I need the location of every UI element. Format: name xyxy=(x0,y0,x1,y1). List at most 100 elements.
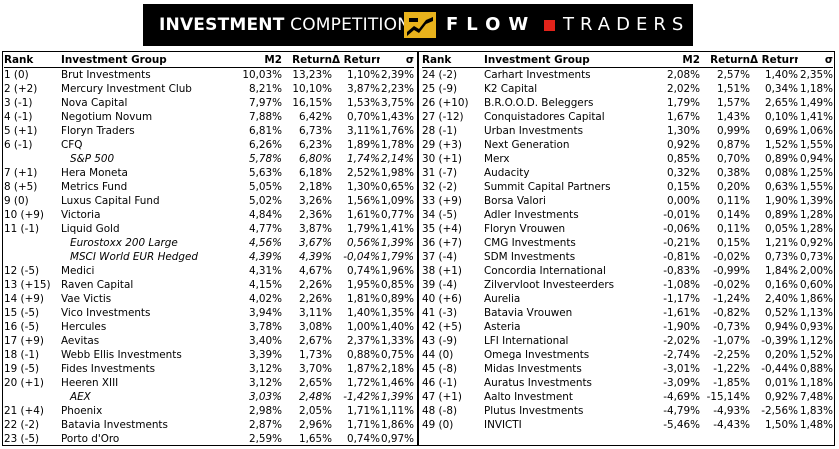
cell-group: Omega Investments xyxy=(484,349,590,361)
cell-group: Floryn Vrouwen xyxy=(484,223,566,235)
cell-m2: 0,32% xyxy=(666,167,700,179)
cell-return: 1,57% xyxy=(716,97,750,109)
cell-sigma: 0,65% xyxy=(380,181,414,193)
table-row: 35 (+4) Floryn Vrouwen -0,06% 0,11% 0,05% 1,2… xyxy=(422,222,833,236)
cell-group: Liquid Gold xyxy=(61,223,120,235)
cell-group: INVICTI xyxy=(484,419,522,431)
table-row: 32 (-2) Summit Capital Partners 0,15% 0,20%… xyxy=(422,180,833,194)
cell-delta-return: 0,74% xyxy=(346,433,380,445)
cell-m2: 2,98% xyxy=(248,405,282,417)
cell-rank: 24 (-2) xyxy=(422,69,457,81)
table-row: 6 (-1) CFQ 6,26% 6,23% 1,89% 1,78% xyxy=(4,138,414,152)
cell-group: CMG Investments xyxy=(484,237,576,249)
cell-group: Mercury Investment Club xyxy=(61,83,192,95)
cell-sigma: 1,13% xyxy=(799,307,833,319)
cell-delta-return: 2,37% xyxy=(346,335,380,347)
cell-m2: 4,77% xyxy=(248,223,282,235)
cell-m2: 2,87% xyxy=(248,419,282,431)
cell-m2: 2,08% xyxy=(666,69,700,81)
cell-m2: -0,81% xyxy=(663,251,700,263)
table-row: 47 (+1) Aalto Investment -4,69% -15,14% 0,92… xyxy=(422,390,833,404)
cell-group: CFQ xyxy=(61,139,83,151)
cell-delta-return: 1,56% xyxy=(346,195,380,207)
cell-delta-return: 0,69% xyxy=(764,125,798,137)
cell-group: S&P 500 xyxy=(70,153,115,165)
cell-m2: -0,01% xyxy=(663,209,700,221)
col-header-m2: M2 xyxy=(226,53,282,68)
cell-delta-return: 1,87% xyxy=(346,363,380,375)
cell-rank: 49 (0) xyxy=(422,419,454,431)
cell-return: 0,15% xyxy=(716,237,750,249)
table-row: 18 (-1) Webb Ellis Investments 3,39% 1,73% 0… xyxy=(4,348,414,362)
cell-sigma: 1,86% xyxy=(799,293,833,305)
cell-delta-return: -0,39% xyxy=(761,335,798,347)
cell-sigma: 1,49% xyxy=(799,97,833,109)
cell-delta-return: 0,20% xyxy=(764,349,798,361)
cell-group: Raven Capital xyxy=(61,279,134,291)
cell-return: -0,99% xyxy=(713,265,750,277)
cell-group: Hera Moneta xyxy=(61,167,128,179)
cell-delta-return: 0,34% xyxy=(764,83,798,95)
cell-group: SDM Investments xyxy=(484,251,576,263)
cell-group: Conquistadores Capital xyxy=(484,111,605,123)
cell-m2: 10,03% xyxy=(242,69,282,81)
benchmark-row: MSCI World EUR Hedged 4,39% 4,39% -0,04% 1,7… xyxy=(4,250,414,264)
cell-rank: 18 (-1) xyxy=(4,349,39,361)
cell-group: AEX xyxy=(70,391,91,403)
cell-sigma: 1,35% xyxy=(380,307,414,319)
cell-m2: 8,21% xyxy=(248,83,282,95)
cell-return: 0,99% xyxy=(716,125,750,137)
col-header-return: Return xyxy=(700,53,750,68)
cell-delta-return: 1,89% xyxy=(346,139,380,151)
cell-delta-return: -0,04% xyxy=(343,251,380,263)
cell-m2: 0,92% xyxy=(666,139,700,151)
cell-m2: 0,00% xyxy=(666,195,700,207)
cell-return: 2,48% xyxy=(298,391,332,403)
cell-m2: 3,40% xyxy=(248,335,282,347)
cell-delta-return: 0,52% xyxy=(764,307,798,319)
cell-rank: 5 (+1) xyxy=(4,125,38,137)
cell-sigma: 3,75% xyxy=(380,97,414,109)
cell-sigma: 1,78% xyxy=(380,139,414,151)
cell-delta-return: 1,95% xyxy=(346,279,380,291)
cell-group: Eurostoxx 200 Large xyxy=(70,237,178,249)
cell-rank: 29 (+3) xyxy=(422,139,462,151)
cell-return: -0,82% xyxy=(713,307,750,319)
cell-m2: 4,15% xyxy=(248,279,282,291)
cell-return: 1,65% xyxy=(298,433,332,445)
cell-return: 1,43% xyxy=(716,111,750,123)
table-row: 19 (-5) Fides Investments 3,12% 3,70% 1,87% 2… xyxy=(4,362,414,376)
table-row: 48 (-8) Plutus Investments -4,79% -4,93% -2,… xyxy=(422,404,833,418)
cell-rank: 4 (-1) xyxy=(4,111,33,123)
cell-return: -0,02% xyxy=(713,279,750,291)
cell-group: Aevitas xyxy=(61,335,100,347)
cell-rank: 26 (+10) xyxy=(422,97,469,109)
cell-return: 0,87% xyxy=(716,139,750,151)
cell-rank: 46 (-1) xyxy=(422,377,457,389)
cell-rank: 28 (-1) xyxy=(422,125,457,137)
cell-sigma: 0,97% xyxy=(380,433,414,445)
cell-delta-return: 0,05% xyxy=(764,223,798,235)
cell-return: 0,38% xyxy=(716,167,750,179)
cell-m2: -0,06% xyxy=(663,223,700,235)
cell-delta-return: -2,56% xyxy=(761,405,798,417)
cell-m2: -1,17% xyxy=(663,293,700,305)
cell-group: Victoria xyxy=(61,209,101,221)
cell-delta-return: 1,74% xyxy=(346,153,380,165)
cell-sigma: 1,39% xyxy=(380,391,414,403)
table-row: 38 (+1) Concordia International -0,83% -0,9… xyxy=(422,264,833,278)
cell-return: 0,20% xyxy=(716,181,750,193)
cell-delta-return: 1,71% xyxy=(346,419,380,431)
cell-delta-return: 1,00% xyxy=(346,321,380,333)
table-row: 46 (-1) Auratus Investments -3,09% -1,85% 0,… xyxy=(422,376,833,390)
cell-group: Asteria xyxy=(484,321,521,333)
cell-delta-return: 3,11% xyxy=(346,125,380,137)
cell-rank: 45 (-8) xyxy=(422,363,457,375)
table-row: 45 (-8) Midas Investments -3,01% -1,22% -0,4… xyxy=(422,362,833,376)
cell-delta-return: 1,30% xyxy=(346,181,380,193)
cell-delta-return: 1,61% xyxy=(346,209,380,221)
cell-m2: 4,31% xyxy=(248,265,282,277)
cell-delta-return: 0,16% xyxy=(764,279,798,291)
col-header-delta-return: Δ Return xyxy=(750,53,798,68)
cell-rank: 6 (-1) xyxy=(4,139,33,151)
